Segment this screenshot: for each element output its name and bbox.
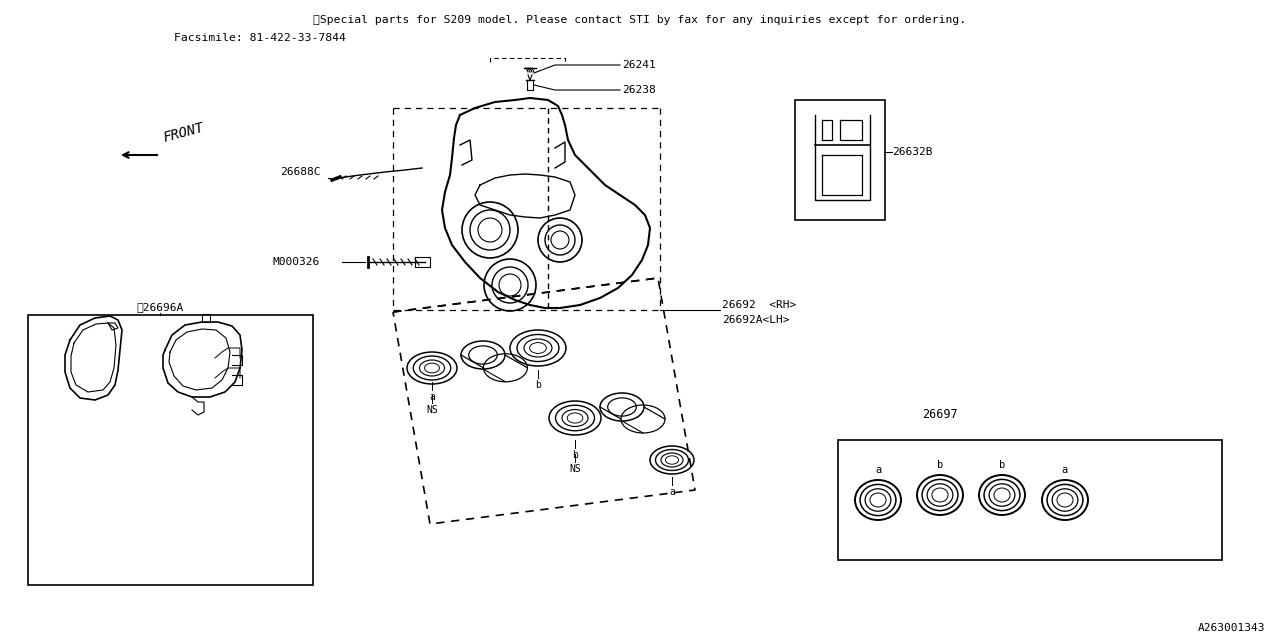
Text: a: a xyxy=(1062,465,1068,475)
Text: a: a xyxy=(874,465,881,475)
Bar xyxy=(838,440,1222,560)
Text: b: b xyxy=(998,460,1005,470)
Text: NS: NS xyxy=(570,464,581,474)
Text: 26238: 26238 xyxy=(622,85,655,95)
Text: Facsimile: 81-422-33-7844: Facsimile: 81-422-33-7844 xyxy=(174,33,346,43)
Text: FRONT: FRONT xyxy=(163,120,206,145)
Text: ※Special parts for S209 model. Please contact STI by fax for any inquiries excep: ※Special parts for S209 model. Please co… xyxy=(314,15,966,25)
Text: 26688C: 26688C xyxy=(280,167,320,177)
Text: b: b xyxy=(937,460,943,470)
Text: 26632B: 26632B xyxy=(892,147,933,157)
Text: M000326: M000326 xyxy=(273,257,319,267)
Text: a: a xyxy=(429,392,435,402)
Text: 26697: 26697 xyxy=(922,408,957,421)
Text: A263001343: A263001343 xyxy=(1198,623,1265,633)
Text: b: b xyxy=(535,380,541,390)
Bar xyxy=(28,315,314,585)
Bar xyxy=(795,100,884,220)
Text: ※26696A: ※26696A xyxy=(137,302,183,312)
Text: NS: NS xyxy=(426,405,438,415)
Text: a: a xyxy=(669,487,675,497)
Text: b: b xyxy=(572,450,579,460)
Text: 26241: 26241 xyxy=(622,60,655,70)
Text: 26692  <RH>: 26692 <RH> xyxy=(722,300,796,310)
Text: 26692A<LH>: 26692A<LH> xyxy=(722,315,790,325)
